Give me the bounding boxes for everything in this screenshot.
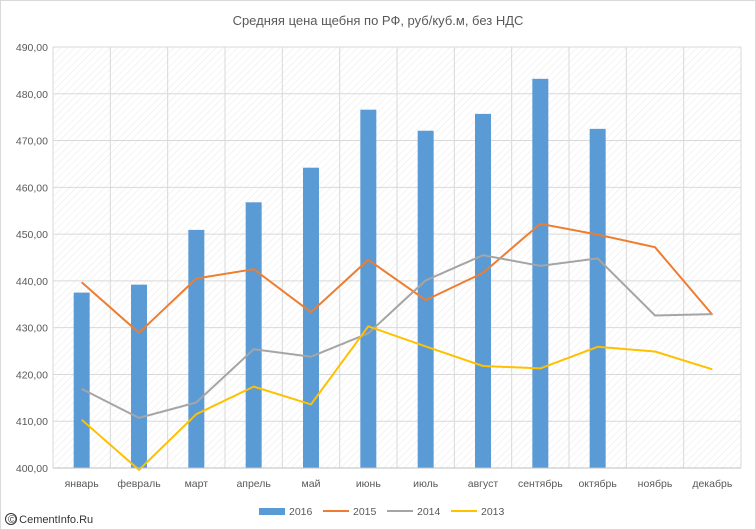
axes: 400,00 410,00 420,00 430,00 440,00 450,00 460,… [16,42,741,490]
x-tick-label: июнь [356,478,382,490]
x-tick-label: декабрь [692,478,732,490]
bar-2016 [360,109,377,468]
y-tick-label: 400,00 [16,463,48,475]
y-tick-label: 450,00 [16,229,48,241]
x-tick-label: ноябрь [638,478,673,490]
x-tick-label: август [468,478,499,490]
y-tick-label: 490,00 [16,42,48,54]
gridlines [52,46,742,469]
bar-2016 [475,113,491,469]
x-tick-label: январь [65,478,100,490]
watermark: © CementInfo.Ru [5,513,93,526]
line-2013 [81,325,713,471]
bar-2016 [73,292,90,468]
x-tick-label: сентябрь [518,478,563,490]
y-tick-label: 460,00 [16,182,48,194]
y-tick-label: 440,00 [16,276,48,288]
x-tick-label: июль [413,478,439,490]
legend-label-2013: 2013 [481,506,505,518]
bar-2016 [589,128,606,468]
bar-2016 [131,284,147,468]
legend-label-2016: 2016 [289,506,313,518]
watermark-text: © CementInfo.Ru [8,514,93,526]
y-tick-label: 430,00 [16,323,48,335]
line-2014 [81,254,713,419]
x-tick-label: март [185,478,209,490]
bar-2016 [532,78,549,468]
chart-title: Средняя цена щебня по РФ, руб/куб.м, без… [233,13,524,28]
legend-marker-2016 [259,508,285,515]
legend-label-2014: 2014 [417,506,441,518]
x-tick-label: май [302,478,321,490]
legend: 2016 2015 2014 2013 [259,506,505,518]
legend-label-2015: 2015 [353,506,377,518]
copyright-icon [5,513,17,525]
bar-2016 [188,229,205,468]
line-series [81,222,714,471]
y-tick-label: 470,00 [16,136,48,148]
x-tick-label: февраль [117,478,161,490]
line-2015 [81,222,714,334]
bar-series [73,78,606,469]
bar-2016 [245,202,262,468]
bar-2016 [303,167,319,469]
y-tick-label: 480,00 [16,89,48,101]
x-tick-label: апрель [236,478,271,490]
y-tick-label: 410,00 [16,416,48,428]
x-tick-label: октябрь [578,478,617,490]
y-tick-label: 420,00 [16,369,48,381]
